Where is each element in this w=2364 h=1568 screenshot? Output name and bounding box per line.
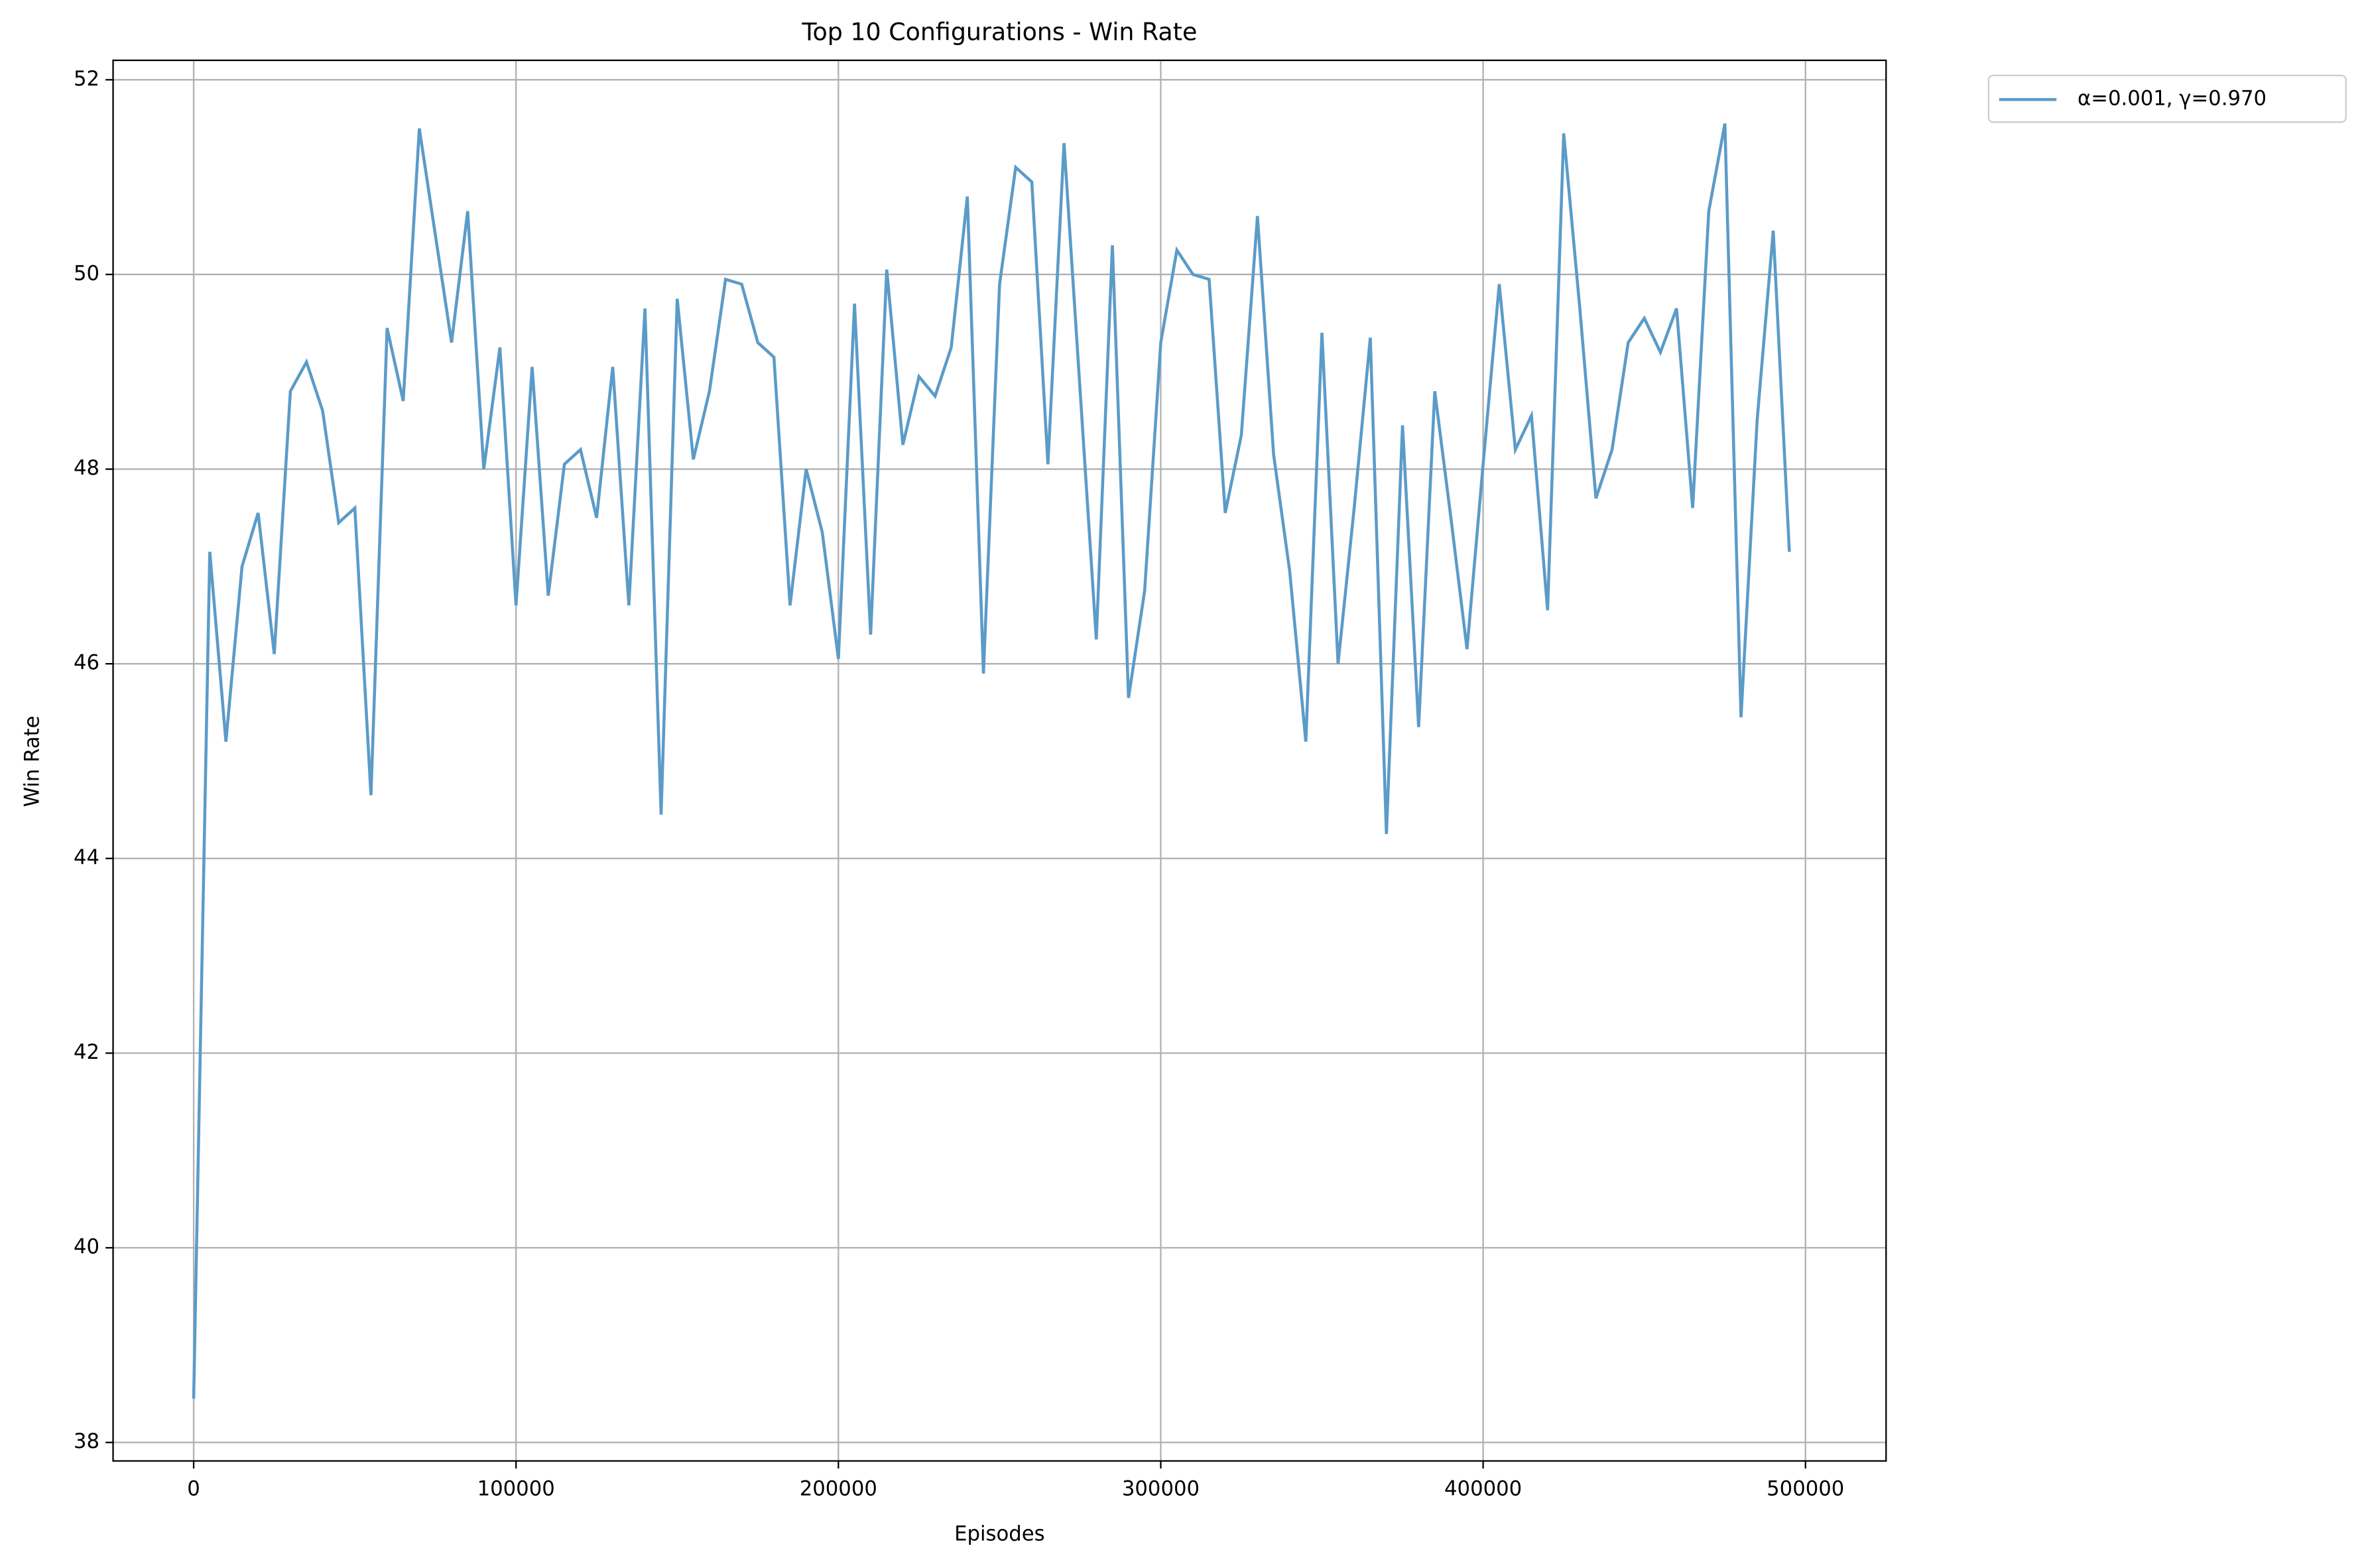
y-tick-label: 48	[74, 457, 99, 480]
x-tick-label: 0	[187, 1477, 200, 1500]
y-tick-label: 50	[74, 262, 99, 285]
x-tick-label: 200000	[800, 1477, 877, 1500]
y-tick-label: 52	[74, 68, 99, 91]
x-tick-label: 400000	[1444, 1477, 1522, 1500]
legend: α=0.001, γ=0.970	[1987, 74, 2347, 123]
legend-box	[1987, 74, 2347, 123]
plot-frame	[112, 59, 1887, 1462]
legend-label: α=0.001, γ=0.970	[2078, 88, 2267, 111]
y-tick-label: 42	[74, 1041, 99, 1064]
y-tick-label: 40	[74, 1236, 99, 1259]
x-tick-label: 300000	[1122, 1477, 1200, 1500]
plot-area	[113, 60, 1887, 1461]
y-tick-label: 44	[74, 846, 99, 869]
x-tick-label: 100000	[477, 1477, 555, 1500]
chart-title: Top 10 Configurations - Win Rate	[801, 18, 1197, 46]
y-tick-label: 46	[74, 652, 99, 675]
x-axis-label: Episodes	[954, 1522, 1045, 1545]
data-line	[192, 123, 1791, 1399]
x-tick-label: 500000	[1767, 1477, 1844, 1500]
y-tick-label: 38	[74, 1430, 99, 1453]
y-axis-label: Win Rate	[21, 716, 44, 808]
